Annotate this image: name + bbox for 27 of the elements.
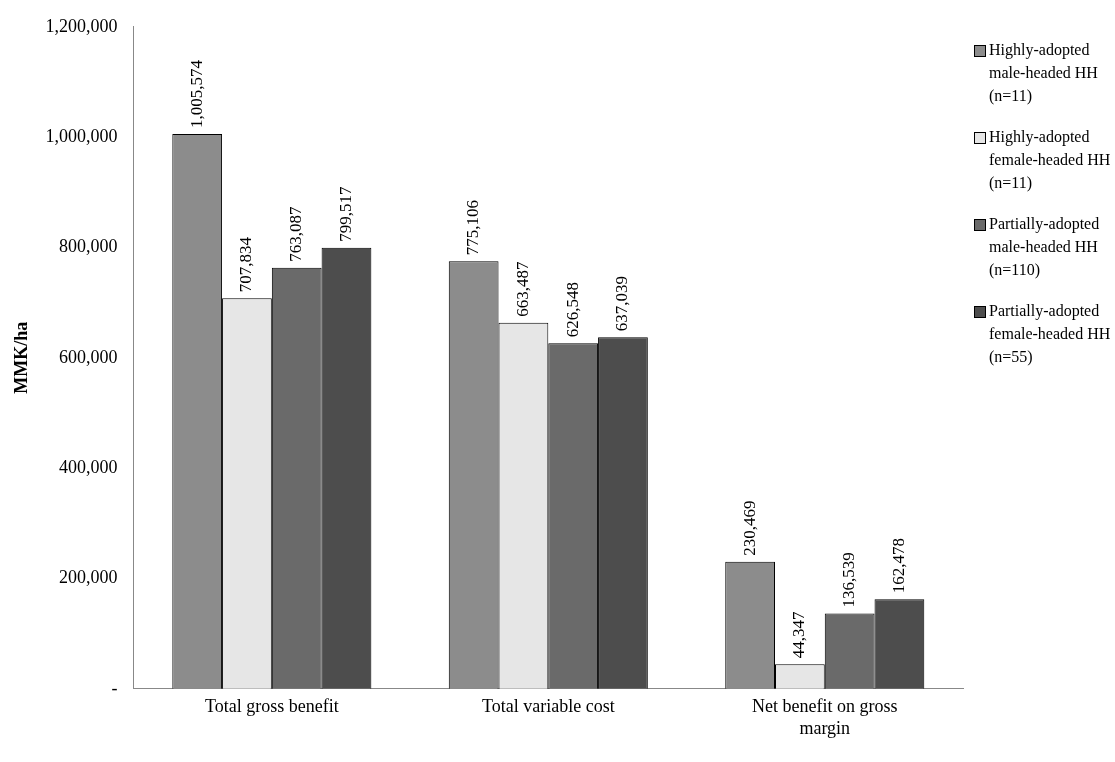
data-label: 230,469	[739, 500, 759, 556]
data-label: 136,539	[839, 552, 859, 608]
legend-label: Partially-adopted male-headed HH (n=110)	[989, 214, 1101, 281]
data-label: 799,517	[335, 185, 355, 242]
y-tick-label: -	[111, 677, 118, 698]
data-label: 775,106	[463, 199, 483, 256]
data-label: 637,039	[612, 276, 632, 332]
data-label: 162,478	[888, 537, 908, 594]
x-tick-label: Total gross benefit	[204, 696, 339, 717]
legend-label: Highly-adopted male-headed HH (n=11)	[989, 40, 1099, 107]
data-label: 626,548	[562, 281, 582, 338]
x-tick-label: Net benefit on gross margin	[752, 696, 898, 738]
y-tick-label: 1,000,000	[45, 125, 118, 146]
y-tick-label: 400,000	[59, 456, 118, 477]
data-label: 663,487	[512, 261, 532, 317]
data-label: 707,834	[236, 236, 256, 293]
legend-label: Highly-adopted female-headed HH (n=11)	[989, 127, 1112, 194]
x-tick-label: Total variable cost	[481, 696, 615, 717]
y-axis-title: MMK/ha	[11, 321, 32, 394]
data-label: 44,347	[789, 611, 809, 659]
y-tick-label: 200,000	[59, 567, 118, 588]
y-tick-label: 800,000	[59, 236, 118, 257]
y-tick-label: 600,000	[59, 346, 118, 367]
data-label: 763,087	[286, 206, 306, 262]
data-label: 1,005,574	[186, 59, 206, 129]
y-tick-label: 1,200,000	[45, 15, 118, 36]
legend-label: Partially-adopted female-headed HH (n=55)	[989, 301, 1112, 368]
